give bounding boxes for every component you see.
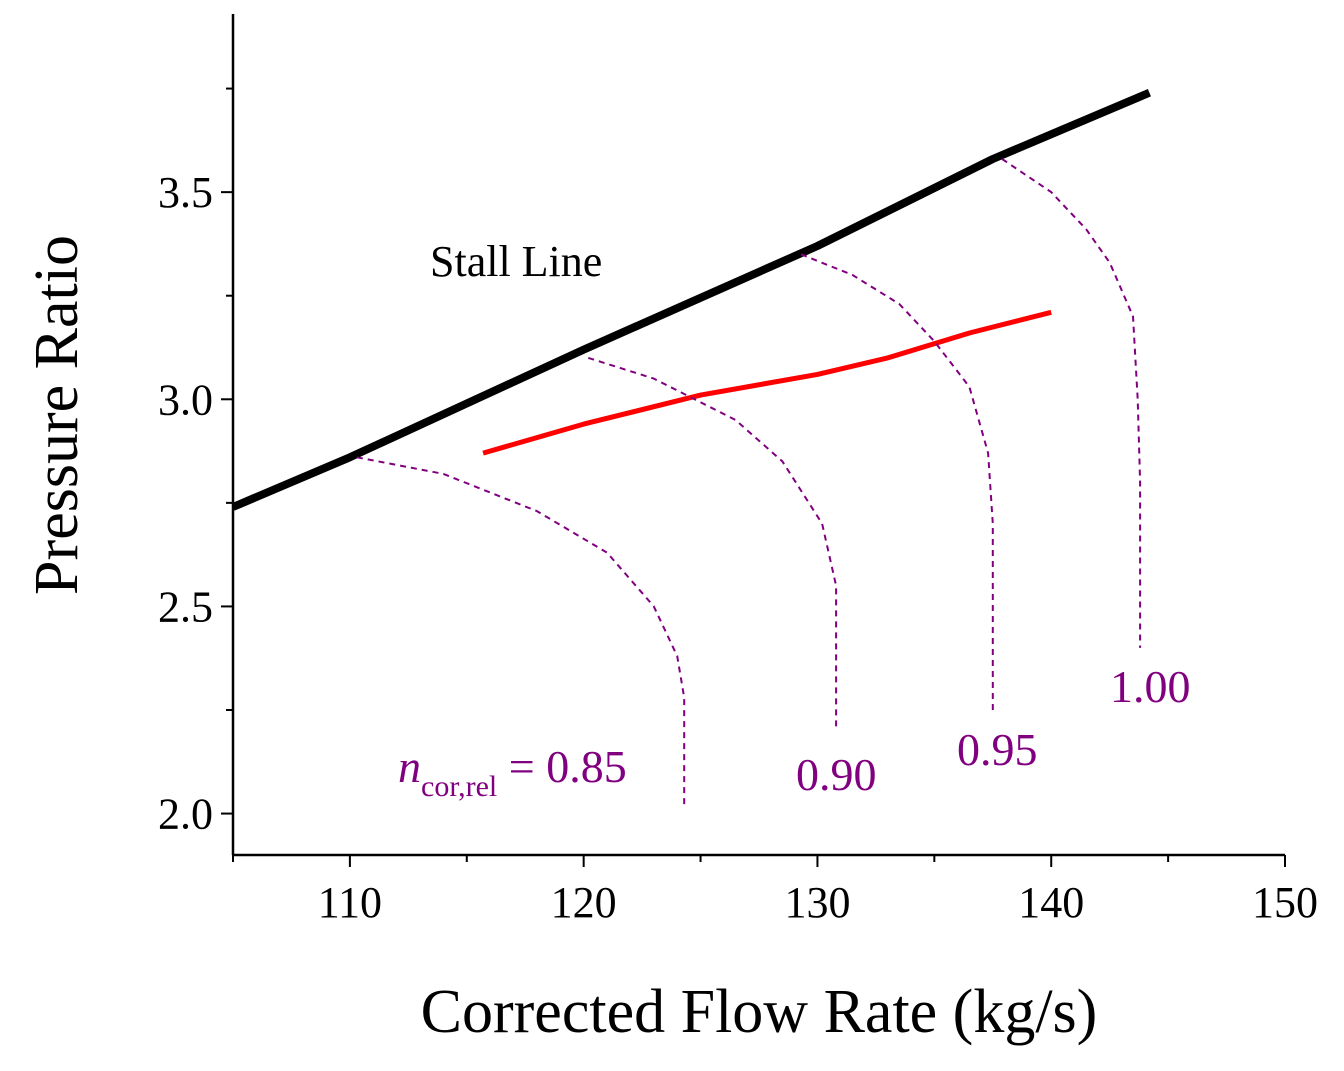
speed-label-085: ncor,rel = 0.85 — [398, 741, 627, 803]
x-tick-label: 110 — [318, 878, 382, 927]
x-axis-title: Corrected Flow Rate (kg/s) — [421, 978, 1098, 1046]
series-line-stall-line — [231, 89, 1151, 511]
y-tick-label: 2.5 — [158, 582, 213, 631]
speed-symbol-subscript: cor,rel — [421, 770, 497, 803]
series-line-0-95 — [800, 253, 994, 715]
y-axis-title: Pressure Ratio — [23, 235, 91, 595]
series-line-0-90 — [587, 356, 838, 731]
ticks: 110 120 130 140 150 2.0 2.5 3.0 3.5 — [158, 87, 1318, 927]
x-tick-label: 140 — [1018, 878, 1084, 927]
speed-label-095: 0.95 — [957, 724, 1038, 775]
y-tick-label: 3.5 — [158, 168, 213, 217]
series-line-n-cor-rel-0-85 — [356, 456, 686, 806]
stall-line-label: Stall Line — [430, 237, 602, 286]
speed-label-100: 1.00 — [1110, 661, 1191, 712]
series-layer — [231, 89, 1151, 806]
speed-value-085: = 0.85 — [497, 741, 626, 792]
axes — [231, 14, 1285, 857]
y-tick-label: 3.0 — [158, 375, 213, 424]
x-tick-label: 150 — [1252, 878, 1318, 927]
speed-label-090: 0.90 — [796, 749, 877, 800]
speed-symbol-n: n — [398, 741, 421, 792]
series-line-operating-line — [482, 309, 1052, 456]
x-tick-label: 130 — [784, 878, 850, 927]
y-tick-label: 2.0 — [158, 790, 213, 839]
series-line-1-00 — [1001, 158, 1142, 648]
x-tick-label: 120 — [551, 878, 617, 927]
